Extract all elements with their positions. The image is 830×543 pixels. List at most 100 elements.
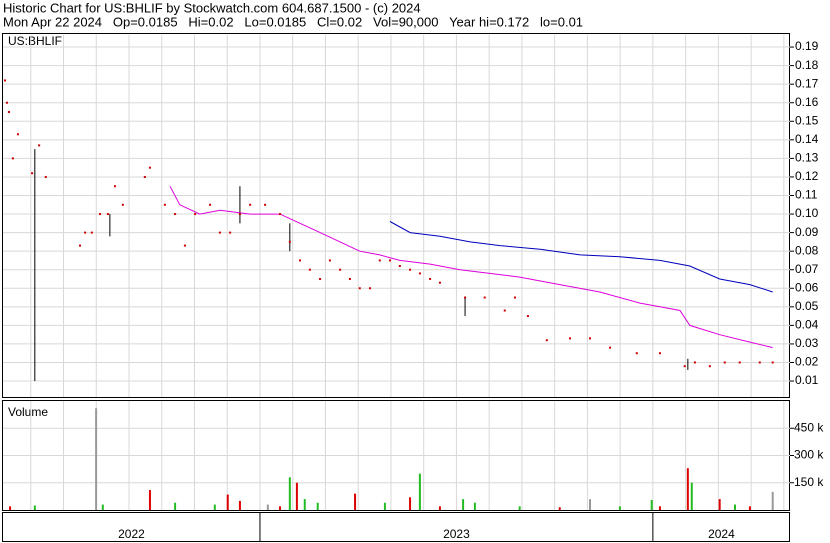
close-point <box>90 231 93 234</box>
y-tick-label: 0.01 <box>795 373 819 387</box>
close-point <box>183 244 186 247</box>
close-point <box>249 203 252 206</box>
close-point <box>368 287 371 290</box>
volume-bar <box>418 473 421 510</box>
volume-bar <box>295 482 298 510</box>
volume-bar <box>238 500 241 510</box>
close-point <box>513 296 516 299</box>
close-point <box>143 175 146 178</box>
close-point <box>174 213 177 216</box>
volume-bar <box>303 499 306 510</box>
price-frame <box>2 33 790 398</box>
close-point <box>438 281 441 284</box>
close-point <box>299 259 302 262</box>
volume-bar <box>686 468 689 510</box>
y-tick-label: 0.13 <box>795 151 819 165</box>
close-point <box>238 213 241 216</box>
volume-bar <box>748 506 751 510</box>
y-tick-label: 0.05 <box>795 299 819 313</box>
close-point <box>693 361 696 364</box>
close-point <box>319 277 322 280</box>
close-point <box>378 259 381 262</box>
volume-bar <box>409 497 412 510</box>
y-tick-label: 0.17 <box>795 76 819 90</box>
volume-bar <box>174 502 177 510</box>
close-point <box>148 166 151 169</box>
volume-bar <box>213 504 216 510</box>
close-point <box>683 365 686 368</box>
close-point <box>339 268 342 271</box>
close-point <box>348 277 351 280</box>
close-point <box>5 101 8 104</box>
close-point <box>99 213 102 216</box>
chart-subtitle: Mon Apr 22 2024 Op=0.0185 Hi=0.02 Lo=0.0… <box>3 14 583 29</box>
y-tick-label: 0.08 <box>795 243 819 257</box>
y-tick-label: 0.12 <box>795 169 819 183</box>
volume-bar <box>383 502 386 510</box>
close-point <box>121 203 124 206</box>
close-point <box>163 203 166 206</box>
close-point <box>44 175 47 178</box>
volume-bar <box>718 499 721 510</box>
volume-bar <box>690 482 693 510</box>
volume-bar <box>148 490 151 510</box>
close-point <box>389 259 392 262</box>
close-point <box>568 337 571 340</box>
y-tick-label: 0.02 <box>795 355 819 369</box>
year-label: 2022 <box>118 527 145 541</box>
close-point <box>229 231 232 234</box>
close-point <box>358 287 361 290</box>
volume-bar <box>618 506 621 510</box>
date-frame <box>2 512 790 542</box>
close-point <box>279 213 282 216</box>
close-point <box>264 203 267 206</box>
volume-bar <box>473 502 476 510</box>
close-point <box>84 231 87 234</box>
close-point <box>429 277 432 280</box>
close-point <box>418 272 421 275</box>
close-point <box>218 231 221 234</box>
y-tick-label: 0.06 <box>795 280 819 294</box>
y-tick-label: 0.07 <box>795 262 819 276</box>
close-point <box>758 361 761 364</box>
volume-bar <box>518 506 521 510</box>
volume-bar <box>733 504 736 510</box>
y-tick-label: 0.09 <box>795 225 819 239</box>
close-point <box>328 259 331 262</box>
year-label: 2023 <box>443 527 470 541</box>
close-point <box>16 133 19 136</box>
volume-bar <box>316 502 319 510</box>
volume-bar <box>33 505 36 510</box>
close-point <box>3 79 6 82</box>
y-tick-label: 0.18 <box>795 58 819 72</box>
close-point <box>79 244 82 247</box>
volume-bar <box>462 499 465 510</box>
close-point <box>483 296 486 299</box>
close-point <box>7 111 10 114</box>
moving-average <box>389 221 773 293</box>
volume-bar <box>266 504 269 510</box>
y-tick-label: 0.11 <box>795 188 818 202</box>
close-point <box>106 213 109 216</box>
close-point <box>738 361 741 364</box>
y-tick-label: 0.10 <box>795 206 819 220</box>
close-point <box>11 157 14 160</box>
close-point <box>771 361 774 364</box>
volume-bar <box>279 506 282 510</box>
close-point <box>288 240 291 243</box>
volume-bar <box>95 408 98 510</box>
symbol-label: US:BHLIF <box>8 34 62 48</box>
close-point <box>545 339 548 342</box>
volume-bar <box>771 491 774 510</box>
close-point <box>723 361 726 364</box>
close-point <box>609 346 612 349</box>
y-tick-label: 0.14 <box>795 132 819 146</box>
volume-bar <box>558 507 561 510</box>
close-point <box>113 185 116 188</box>
volume-bar <box>288 477 291 510</box>
close-point <box>526 315 529 318</box>
y-tick-label: 0.03 <box>795 336 819 350</box>
volume-bar <box>650 500 653 510</box>
close-point <box>209 203 212 206</box>
